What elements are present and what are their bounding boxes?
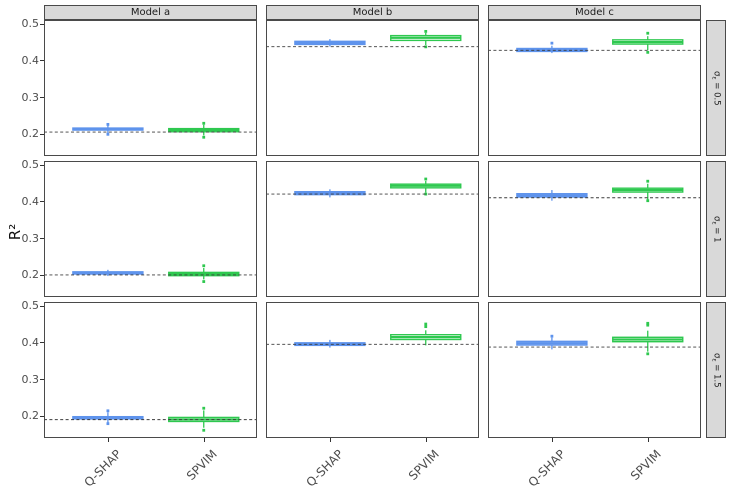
y-tick-mark (40, 238, 44, 240)
facet-row-label: σε = 1 (710, 215, 722, 243)
outlier-point (106, 422, 110, 426)
y-tick-label: 0.5 (21, 158, 40, 172)
x-tick-mark (425, 438, 427, 442)
panel-row1-col0 (44, 161, 257, 297)
facet-column-strip: Model c (488, 5, 701, 20)
y-tick-label: 0.3 (21, 231, 40, 245)
y-tick-label: 0.4 (21, 194, 40, 208)
x-category-label: Q-SHAP (303, 447, 346, 490)
facet-row-label: σε = 0.5 (710, 70, 722, 106)
outlier-point (424, 29, 428, 33)
boxplot-qshap (72, 409, 144, 426)
y-tick-mark (40, 164, 44, 166)
y-tick-mark (40, 379, 44, 381)
boxplot-qshap (72, 122, 144, 136)
facet-column-strip: Model b (266, 5, 479, 20)
outlier-point (424, 177, 428, 181)
outlier-point (646, 50, 650, 54)
x-tick-mark (329, 438, 331, 442)
x-category-label: Q-SHAP (525, 447, 568, 490)
outlier-point (202, 135, 206, 139)
x-category-label: SPVIM (183, 447, 220, 484)
outlier-point (202, 406, 206, 410)
y-tick-mark (40, 342, 44, 344)
facet-row-label: σε = 1.5 (710, 352, 722, 388)
y-tick-mark (40, 415, 44, 417)
outlier-point (646, 31, 650, 35)
y-tick-label: 0.5 (21, 17, 40, 31)
outlier-point (646, 323, 650, 327)
boxplot-spvim (390, 322, 462, 346)
y-tick-mark (40, 201, 44, 203)
outlier-point (202, 264, 206, 268)
facet-column-strip: Model a (44, 5, 257, 20)
x-category-label: Q-SHAP (81, 447, 124, 490)
boxplot-qshap (516, 334, 588, 350)
y-tick-mark (40, 23, 44, 25)
y-tick-mark (40, 133, 44, 135)
boxplot-qshap (72, 269, 144, 277)
y-tick-label: 0.5 (21, 299, 40, 313)
outlier-point (646, 321, 650, 325)
outlier-point (646, 199, 650, 203)
outlier-point (424, 325, 428, 329)
outlier-point (550, 41, 554, 45)
panel-row1-col1 (266, 161, 479, 297)
facet-row-strip: σε = 0.5 (706, 20, 726, 156)
y-tick-mark (40, 60, 44, 62)
outlier-point (424, 322, 428, 326)
y-tick-label: 0.4 (21, 53, 40, 67)
y-tick-label: 0.3 (21, 372, 40, 386)
outlier-point (646, 179, 650, 183)
outlier-point (202, 121, 206, 125)
boxplot-spvim (612, 31, 684, 54)
y-tick-label: 0.4 (21, 335, 40, 349)
boxplot-spvim (168, 121, 240, 139)
outlier-point (106, 122, 110, 126)
boxplot-spvim (390, 29, 462, 49)
boxplot-qshap (516, 190, 588, 201)
panel-row0-col2 (488, 20, 701, 156)
y-tick-label: 0.2 (21, 409, 40, 423)
outlier-point (202, 280, 206, 283)
boxplot-spvim (390, 177, 462, 196)
panel-row1-col2 (488, 161, 701, 297)
outlier-point (646, 352, 650, 356)
x-tick-mark (647, 438, 649, 442)
y-tick-label: 0.2 (21, 268, 40, 282)
outlier-point (424, 192, 428, 196)
x-tick-mark (107, 438, 109, 442)
y-tick-label: 0.3 (21, 90, 40, 104)
x-category-label: SPVIM (405, 447, 442, 484)
x-category-label: SPVIM (627, 447, 664, 484)
facet-row-strip: σε = 1 (706, 161, 726, 297)
panel-row2-col0 (44, 302, 257, 438)
outlier-point (550, 334, 554, 338)
panel-row2-col2 (488, 302, 701, 438)
outlier-point (106, 409, 110, 413)
boxplot-spvim (612, 179, 684, 203)
boxplot-qshap (294, 189, 366, 198)
x-tick-mark (203, 438, 205, 442)
boxplot-spvim (168, 264, 240, 283)
y-tick-mark (40, 97, 44, 99)
boxplot-qshap (294, 39, 366, 47)
y-tick-mark (40, 305, 44, 307)
boxplot-spvim (612, 321, 684, 356)
panel-row0-col1 (266, 20, 479, 156)
panel-row2-col1 (266, 302, 479, 438)
panel-row0-col0 (44, 20, 257, 156)
facet-row-strip: σε = 1.5 (706, 302, 726, 438)
x-tick-mark (551, 438, 553, 442)
outlier-point (202, 428, 206, 432)
outlier-point (424, 45, 428, 49)
outlier-point (106, 132, 110, 136)
y-tick-label: 0.2 (21, 127, 40, 141)
y-tick-mark (40, 274, 44, 276)
